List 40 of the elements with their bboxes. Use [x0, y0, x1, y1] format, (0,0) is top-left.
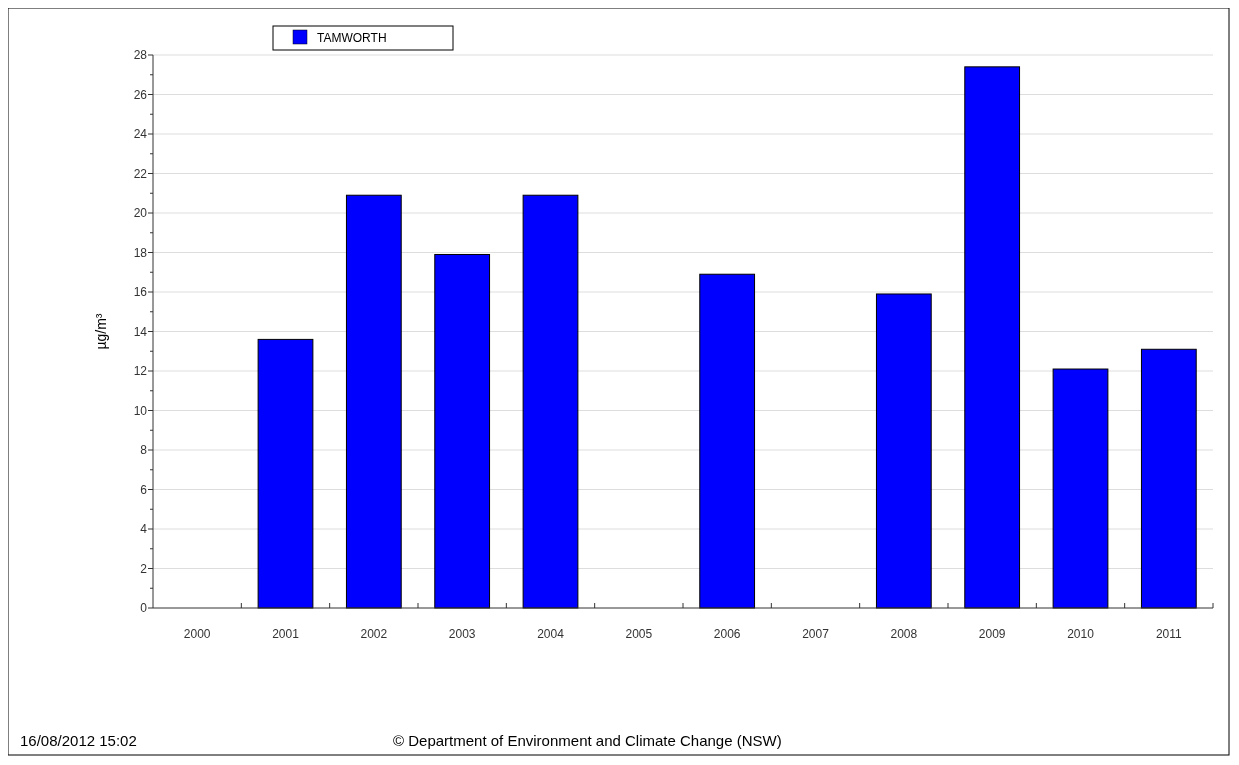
- x-tick-label: 2006: [713, 627, 741, 641]
- x-tick-label: 2003: [448, 627, 476, 641]
- y-axis-title: µg/m³: [93, 313, 109, 350]
- y-tick-label: 28: [133, 48, 148, 63]
- y-tick-label: 14: [133, 324, 148, 339]
- x-tick-label: 2007: [802, 627, 830, 641]
- y-tick-label: 16: [133, 285, 148, 300]
- bar: [964, 66, 1021, 609]
- x-tick-label: 2009: [978, 627, 1006, 641]
- y-tick-label: 24: [133, 127, 148, 142]
- bar: [345, 194, 402, 609]
- x-tick-label: 2008: [890, 627, 918, 641]
- bar: [257, 338, 314, 609]
- x-tick-label: 2010: [1067, 627, 1095, 641]
- y-tick-label: 6: [140, 482, 148, 497]
- y-tick-label: 8: [140, 443, 148, 458]
- x-tick-label: 2005: [625, 627, 653, 641]
- y-tick-label: 2: [140, 561, 148, 576]
- y-tick-label: 26: [133, 87, 148, 102]
- bar: [1052, 368, 1109, 609]
- legend-label: TAMWORTH: [317, 31, 387, 45]
- x-tick-label: 2004: [537, 627, 565, 641]
- y-tick-label: 4: [140, 522, 148, 537]
- y-tick-label: 0: [140, 601, 148, 616]
- text: © Department of Environment and Climate Change (NSW): [393, 732, 782, 749]
- y-tick-label: 18: [133, 245, 148, 260]
- x-tick-label: 2011: [1155, 627, 1183, 641]
- x-tick-label: 2002: [360, 627, 388, 641]
- y-tick-label: 10: [133, 403, 148, 418]
- y-tick-label: 12: [133, 364, 148, 379]
- y-tick-label: 22: [133, 166, 148, 181]
- bar: [699, 273, 756, 609]
- x-tick-label: 2001: [272, 627, 300, 641]
- x-tick-label: 2000: [183, 627, 211, 641]
- y-tick-label: 20: [133, 206, 148, 221]
- bar: [522, 194, 579, 609]
- bar: [1140, 348, 1197, 609]
- text: 16/08/2012 15:02: [20, 732, 137, 749]
- bar: [875, 293, 932, 609]
- bar: [434, 253, 491, 609]
